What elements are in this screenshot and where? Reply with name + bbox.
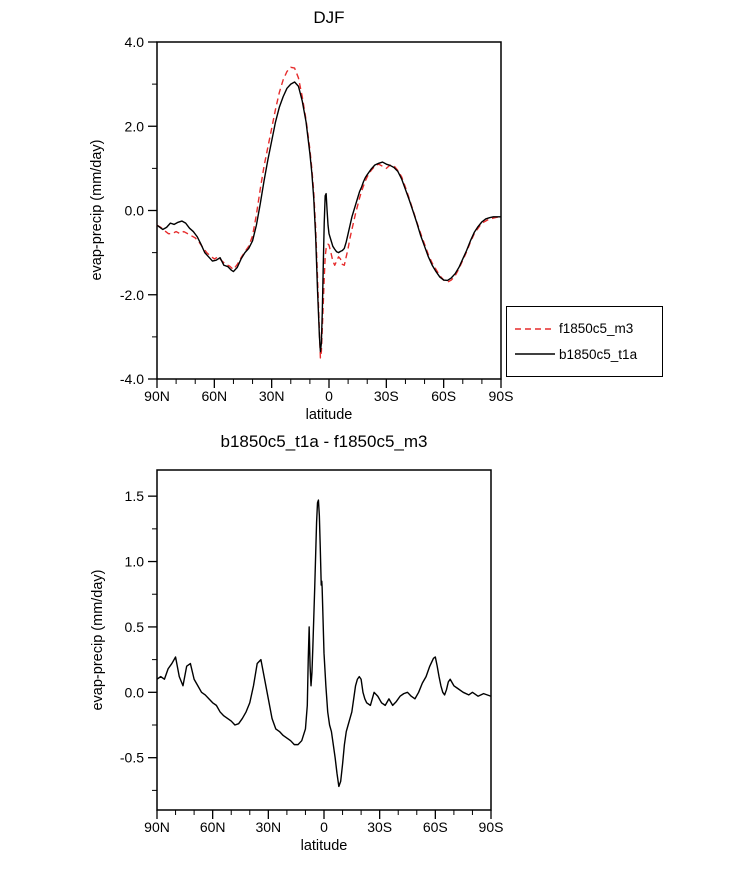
y-tick-label: 1.0: [125, 554, 145, 570]
y-tick-label: -2.0: [120, 287, 144, 303]
legend-item-b1850c5-t1a: b1850c5_t1a: [513, 347, 656, 362]
x-tick-label: 90N: [144, 819, 170, 835]
x-tick-label: 30S: [367, 819, 392, 835]
x-tick-label: 0: [320, 819, 328, 835]
difference-plot: 90N 60N 30N 0 30S 60S 90S -0.5 0.0 0.5 1.0 1.5: [120, 469, 504, 835]
legend: f1850c5_m3 b1850c5_t1a: [506, 306, 663, 377]
x-tick-label: 90S: [479, 819, 504, 835]
legend-line-b1850c5-t1a: [515, 353, 555, 355]
series-line-b1850c5_t1a - f1850c5_m3: [156, 499, 492, 788]
x-tick-label: 30S: [374, 388, 399, 404]
djf-chart-title: DJF: [313, 8, 345, 27]
x-tick-label: 60S: [431, 388, 456, 404]
legend-line-f1850c5-m3: [515, 328, 555, 330]
difference-chart-title: b1850c5_t1a - f1850c5_m3: [220, 432, 428, 451]
x-tick-label: 60N: [201, 388, 227, 404]
x-tick-label: 60N: [200, 819, 226, 835]
legend-item-f1850c5-m3: f1850c5_m3: [513, 321, 656, 336]
x-tick-label: 30N: [259, 388, 285, 404]
y-tick-label: 0.0: [125, 203, 145, 219]
x-tick-label: 90N: [144, 388, 170, 404]
x-tick-label: 0: [325, 388, 333, 404]
x-tick-label: 30N: [255, 819, 281, 835]
x-tick-label: 60S: [423, 819, 448, 835]
difference-x-axis-label: latitude: [300, 838, 348, 854]
series-line-f1850c5_m3: [156, 66, 502, 359]
y-tick-label: 2.0: [125, 118, 145, 134]
y-tick-label: 0.5: [125, 619, 145, 635]
y-tick-label: 4.0: [125, 34, 145, 50]
legend-label-f1850c5-m3: f1850c5_m3: [559, 321, 634, 337]
djf-x-axis-label: latitude: [305, 407, 353, 423]
y-tick-label: -0.5: [120, 750, 144, 766]
legend-label-b1850c5-t1a: b1850c5_t1a: [559, 346, 638, 362]
y-tick-label: 0.0: [125, 684, 145, 700]
y-tick-label: -4.0: [120, 371, 144, 387]
djf-plot: 90N 60N 30N 0 30S 60S 90S -4.0 -2.0 0.0 2.0 4.0: [120, 34, 514, 404]
x-tick-label: 90S: [489, 388, 514, 404]
plot-frame: [156, 41, 502, 380]
series-line-b1850c5_t1a: [156, 81, 501, 353]
y-tick-label: 1.5: [125, 488, 145, 504]
